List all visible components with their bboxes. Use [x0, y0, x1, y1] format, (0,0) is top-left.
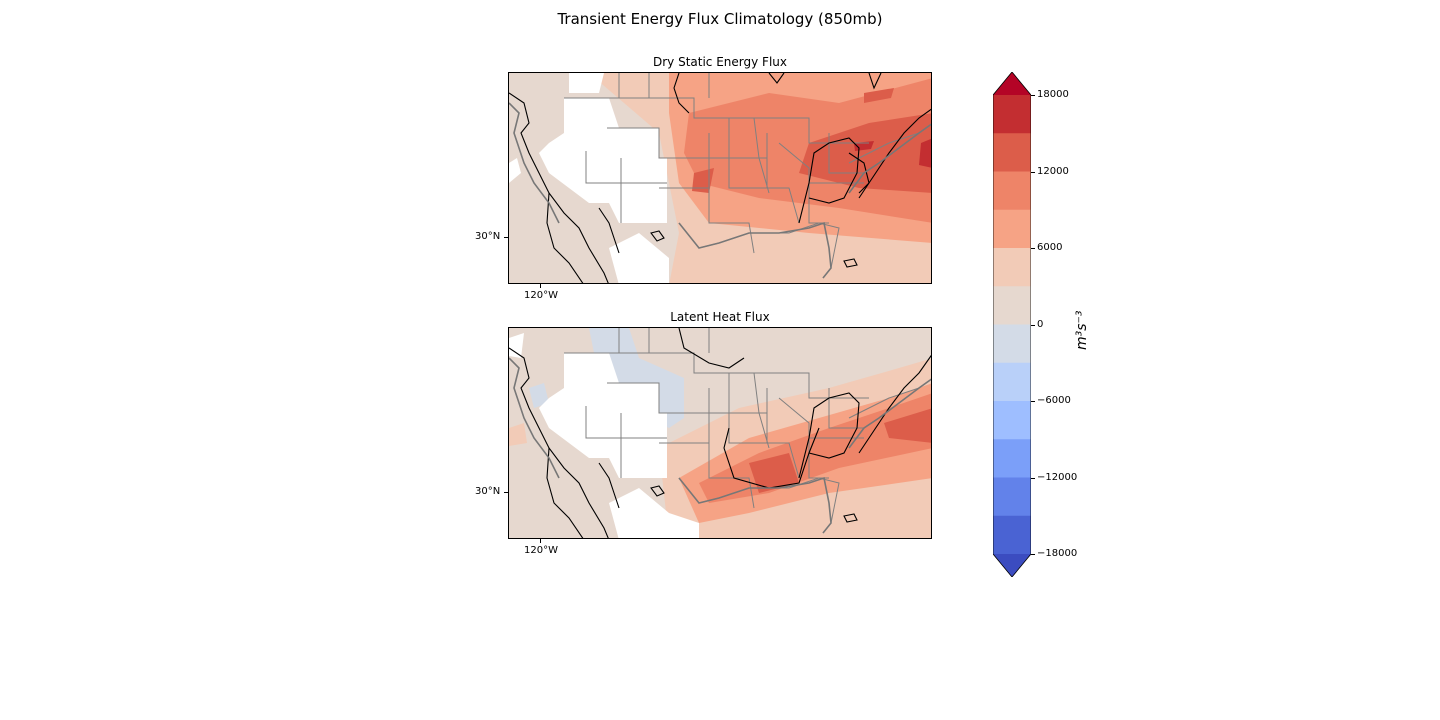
- colorbar-tickmark: [1031, 248, 1035, 249]
- colorbar-bin: [993, 248, 1031, 287]
- colorbar-bin: [993, 439, 1031, 478]
- colorbar-extend-max: [993, 72, 1031, 95]
- lat-tickmark: [504, 492, 508, 493]
- latent-heat-contours: [509, 328, 931, 538]
- lon-tickmark: [540, 539, 541, 543]
- colorbar-bin: [993, 362, 1031, 402]
- colorbar-tickmark: [1031, 477, 1035, 479]
- lon-tick-120w: 120°W: [524, 290, 558, 301]
- colorbar-bin: [993, 401, 1031, 440]
- colorbar-tick-label: −6000: [1037, 395, 1071, 406]
- colorbar-unit-label: m³s⁻³: [1074, 310, 1090, 350]
- lon-tick-120w: 120°W: [524, 545, 558, 556]
- lat-tickmark: [504, 237, 508, 238]
- colorbar: [993, 72, 1031, 577]
- panel-title-latent-heat: Latent Heat Flux: [670, 310, 770, 324]
- colorbar-tick-label: 0: [1037, 318, 1044, 330]
- colorbar-tickmark: [1031, 171, 1035, 173]
- colorbar-extend-min: [993, 554, 1031, 577]
- lat-tick-30n: 30°N: [475, 231, 501, 242]
- colorbar-bin: [993, 95, 1031, 134]
- dry-static-energy-map: [508, 72, 932, 284]
- colorbar-bin: [993, 286, 1031, 325]
- colorbar-bin: [993, 477, 1031, 517]
- colorbar-tick-label: 18000: [1037, 89, 1069, 100]
- colorbar-bin: [993, 133, 1031, 172]
- colorbar-tick-label: 12000: [1037, 165, 1069, 177]
- colorbar-tick-label: −18000: [1037, 548, 1078, 559]
- dry-static-energy-contours: [509, 73, 931, 283]
- colorbar-tickmark: [1031, 324, 1035, 326]
- colorbar-bin: [993, 324, 1031, 364]
- figure-title: Transient Energy Flux Climatology (850mb…: [557, 10, 883, 28]
- panel-title-dry-static: Dry Static Energy Flux: [653, 55, 787, 69]
- lat-tick-30n: 30°N: [475, 486, 501, 497]
- colorbar-bin: [993, 209, 1031, 249]
- colorbar-tickmark: [1031, 401, 1035, 402]
- colorbar-bin: [993, 171, 1031, 211]
- colorbar-tickmark: [1031, 554, 1035, 555]
- latent-heat-map: [508, 327, 932, 539]
- colorbar-tickmark: [1031, 95, 1035, 96]
- colorbar-tick-label: 6000: [1037, 242, 1063, 253]
- colorbar-tick-label: −12000: [1037, 471, 1078, 483]
- lon-tickmark: [540, 284, 541, 288]
- colorbar-bin: [993, 515, 1031, 555]
